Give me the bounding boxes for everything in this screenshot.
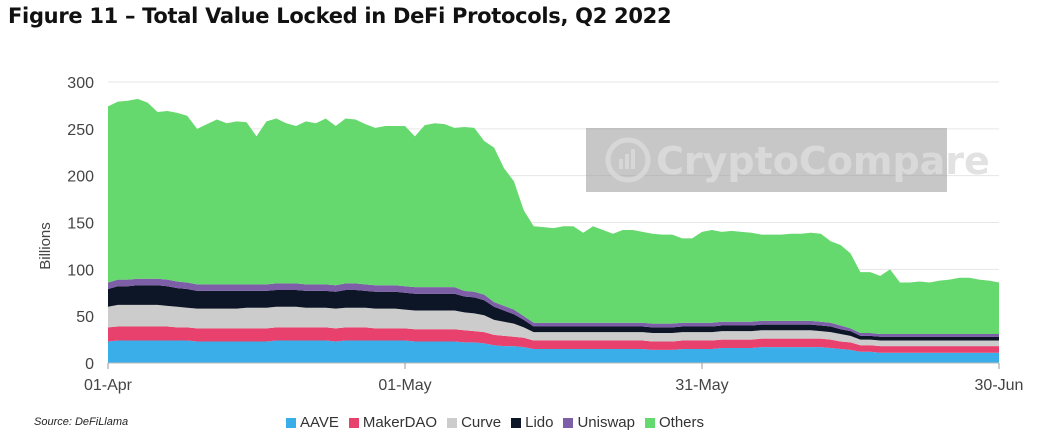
legend-swatch bbox=[645, 417, 655, 428]
legend-label: AAVE bbox=[300, 414, 339, 431]
watermark: CryptoCompare bbox=[586, 128, 990, 192]
area-curve bbox=[108, 304, 999, 347]
legend-label: Uniswap bbox=[577, 414, 635, 431]
area-others bbox=[108, 98, 999, 334]
chart-legend: AAVE MakerDAO Curve Lido Uniswap Others bbox=[286, 414, 704, 431]
chart-title: Figure 11 – Total Value Locked in DeFi P… bbox=[8, 4, 672, 28]
area-aave bbox=[108, 340, 999, 363]
legend-item-uniswap: Uniswap bbox=[563, 414, 635, 431]
area-uniswap bbox=[108, 278, 999, 337]
source-note: Source: DeFiLlama bbox=[34, 416, 129, 428]
legend-swatch bbox=[563, 417, 574, 428]
y-tick-label: 50 bbox=[76, 309, 94, 326]
legend-label: Curve bbox=[461, 414, 502, 431]
y-tick-label: 200 bbox=[67, 169, 94, 186]
axes: 0 50 100 150 200 250 300 01-Apr 01-May 31-May 30-J… bbox=[67, 75, 1023, 394]
cryptocompare-logo-icon bbox=[605, 137, 651, 183]
legend-swatch bbox=[348, 417, 359, 428]
watermark-text: CryptoCompare bbox=[656, 139, 990, 183]
legend-item-lido: Lido bbox=[511, 414, 553, 431]
legend-item-others: Others bbox=[645, 414, 704, 431]
legend-item-makerdao: MakerDAO bbox=[348, 414, 438, 431]
x-tick-label: 30-Jun bbox=[975, 377, 1024, 394]
legend-label: MakerDAO bbox=[362, 414, 438, 431]
y-tick-label: 300 bbox=[67, 75, 94, 92]
area-makerdao bbox=[108, 326, 999, 353]
y-axis-label: Billions bbox=[37, 222, 54, 270]
stacked-areas bbox=[108, 98, 999, 363]
area-lido bbox=[108, 285, 999, 341]
y-tick-label: 100 bbox=[67, 262, 94, 279]
legend-label: Others bbox=[659, 414, 705, 431]
legend-label: Lido bbox=[525, 414, 554, 431]
legend-item-curve: Curve bbox=[447, 414, 501, 431]
y-tick-label: 150 bbox=[67, 216, 94, 233]
legend-item-aave: AAVE bbox=[286, 414, 339, 431]
y-tick-label: 0 bbox=[85, 356, 94, 373]
y-tick-label: 250 bbox=[67, 122, 94, 139]
x-tick-label: 01-May bbox=[378, 377, 431, 394]
x-tick-label: 31-May bbox=[675, 377, 728, 394]
legend-swatch bbox=[286, 417, 296, 428]
legend-swatch bbox=[447, 417, 458, 428]
legend-swatch bbox=[511, 417, 522, 428]
x-tick-label: 01-Apr bbox=[84, 377, 133, 394]
